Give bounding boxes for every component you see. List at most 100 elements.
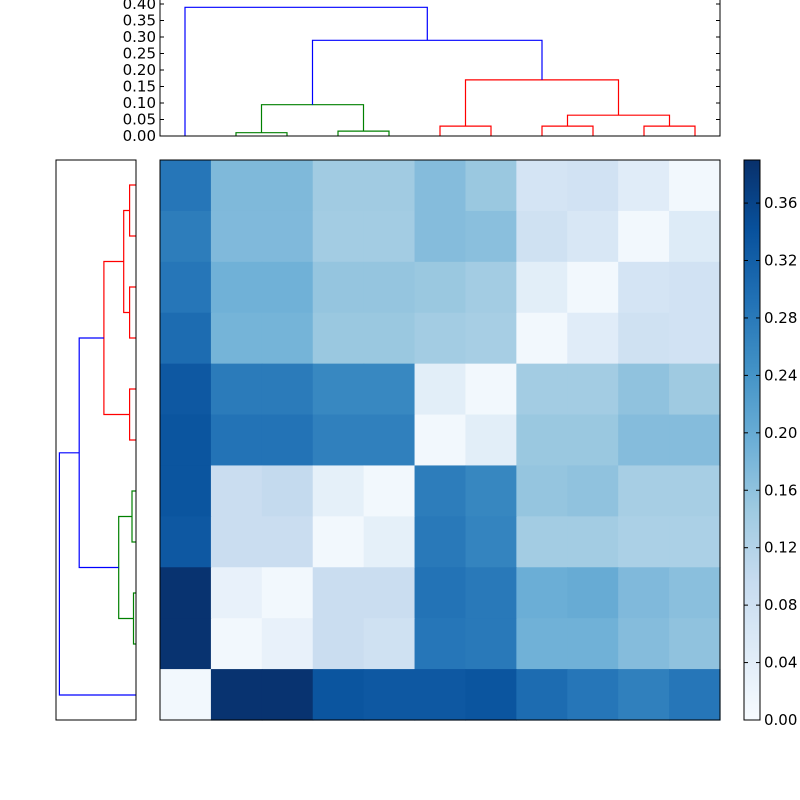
- heatmap-cell: [414, 261, 467, 314]
- heatmap-cell: [312, 669, 365, 721]
- heatmap-cell: [567, 618, 619, 670]
- heatmap-cell: [363, 516, 416, 568]
- heatmap-cell: [618, 210, 670, 263]
- top-dendrogram-y-ticks: 0.000.050.100.150.200.250.300.350.40: [123, 0, 720, 145]
- heatmap-cell: [261, 567, 314, 619]
- heatmap-cell: [669, 567, 721, 619]
- heatmap-cell: [669, 465, 721, 517]
- heatmap-cell: [363, 312, 416, 365]
- heatmap-cell: [618, 261, 670, 314]
- heatmap-cell: [160, 618, 212, 670]
- heatmap-cell: [363, 618, 416, 670]
- colorbar-tick-label: 0.04: [764, 654, 797, 672]
- heatmap-cell: [312, 414, 365, 467]
- heatmap-cell: [465, 465, 517, 517]
- heatmap-cell: [160, 312, 212, 365]
- colorbar-tick-label: 0.24: [764, 366, 797, 384]
- colorbar-frame: [743, 159, 761, 721]
- heatmap-cell: [312, 210, 365, 263]
- heatmap-cell: [414, 669, 467, 721]
- colorbar-tick-label: 0.16: [764, 481, 797, 499]
- heatmap-cell: [261, 160, 314, 212]
- top-dendrogram-tick-label: 0.10: [123, 94, 156, 112]
- heatmap-cell: [669, 312, 721, 365]
- heatmap-cell: [465, 618, 517, 670]
- top-dendrogram-links: [184, 6, 696, 136]
- heatmap-cell: [261, 465, 314, 517]
- colorbar-tick-label: 0.00: [764, 711, 797, 729]
- heatmap-cell: [465, 516, 517, 568]
- top-dendrogram-tick-label: 0.00: [123, 127, 156, 145]
- heatmap-cell: [414, 465, 467, 517]
- heatmap-frame: [159, 159, 721, 721]
- colorbar-tick-label: 0.32: [764, 252, 797, 270]
- heatmap-cells: [160, 160, 721, 721]
- heatmap-cell: [618, 414, 670, 467]
- heatmap-cell: [261, 516, 314, 568]
- heatmap-cell: [465, 261, 517, 314]
- top-dendrogram-tick-label: 0.25: [123, 45, 156, 63]
- heatmap-cell: [516, 414, 568, 467]
- heatmap-cell: [363, 261, 416, 314]
- heatmap-cell: [465, 160, 517, 212]
- heatmap-cell: [261, 414, 314, 467]
- heatmap-cell: [312, 363, 365, 416]
- colorbar-panel: 0.00 0.04 0.08 0.12 0.16 0.20 0.24 0.28 0.32 0.36: [743, 159, 797, 729]
- heatmap-cell: [210, 261, 263, 314]
- top-dendrogram-tick-label: 0.40: [123, 0, 156, 13]
- heatmap-cell: [567, 312, 619, 365]
- heatmap-cell: [414, 160, 467, 212]
- heatmap-cell: [516, 363, 568, 416]
- heatmap-cell: [465, 210, 517, 263]
- heatmap-cell: [261, 210, 314, 263]
- heatmap-cell: [516, 516, 568, 568]
- heatmap-cell: [160, 516, 212, 568]
- heatmap-cell: [261, 618, 314, 670]
- heatmap-cell: [414, 210, 467, 263]
- heatmap-cell: [669, 160, 721, 212]
- top-dendrogram-frame: [159, 0, 721, 137]
- heatmap-cell: [363, 363, 416, 416]
- left-dendrogram-frame: [55, 159, 137, 721]
- left-dendrogram-panel: [55, 159, 137, 721]
- heatmap-cell: [363, 465, 416, 517]
- heatmap-cell: [160, 160, 212, 212]
- heatmap-cell: [618, 618, 670, 670]
- heatmap-cell: [363, 160, 416, 212]
- heatmap-cell: [567, 465, 619, 517]
- heatmap-cell: [363, 414, 416, 467]
- heatmap-cell: [618, 516, 670, 568]
- heatmap-cell: [618, 465, 670, 517]
- colorbar-tick-label: 0.28: [764, 309, 797, 327]
- heatmap-cell: [516, 669, 568, 721]
- colorbar-gradient: [744, 160, 760, 720]
- heatmap-cell: [567, 363, 619, 416]
- heatmap-cell: [567, 261, 619, 314]
- heatmap-cell: [261, 312, 314, 365]
- heatmap-cell: [414, 414, 467, 467]
- heatmap-cell: [210, 414, 263, 467]
- heatmap-cell: [210, 618, 263, 670]
- top-dendrogram-tick-label: 0.15: [123, 78, 156, 96]
- heatmap-cell: [312, 465, 365, 517]
- colorbar-tick-label: 0.20: [764, 424, 797, 442]
- heatmap-cell: [210, 312, 263, 365]
- heatmap-cell: [669, 618, 721, 670]
- colorbar-tick-label: 0.12: [764, 539, 797, 557]
- heatmap-cell: [210, 465, 263, 517]
- heatmap-cell: [567, 567, 619, 619]
- heatmap-panel: [159, 159, 721, 721]
- heatmap-cell: [516, 160, 568, 212]
- heatmap-cell: [669, 669, 721, 721]
- top-dendrogram-tick-label: 0.20: [123, 61, 156, 79]
- heatmap-cell: [567, 160, 619, 212]
- heatmap-cell: [414, 618, 467, 670]
- heatmap-cell: [567, 210, 619, 263]
- colorbar-tick-label: 0.08: [764, 596, 797, 614]
- heatmap-cell: [210, 363, 263, 416]
- heatmap-cell: [210, 160, 263, 212]
- heatmap-cell: [414, 516, 467, 568]
- left-dendrogram-links: [58, 184, 136, 696]
- heatmap-cell: [618, 669, 670, 721]
